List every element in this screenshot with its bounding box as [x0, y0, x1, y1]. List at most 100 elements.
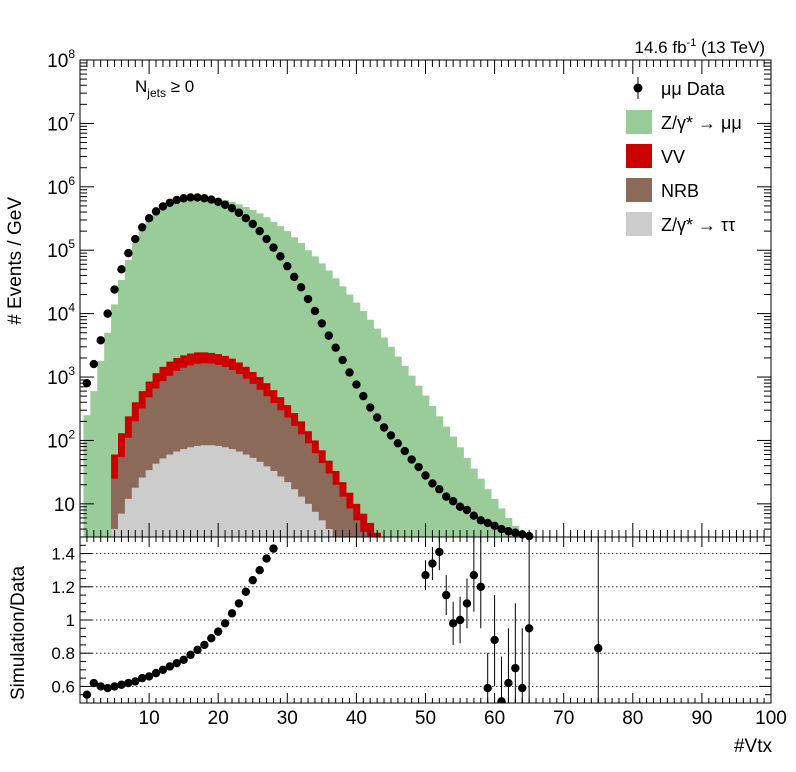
- dy-mumu-bar: [449, 436, 457, 537]
- y-tick-label-top: 106: [47, 174, 75, 199]
- dy-tautau-bar: [242, 454, 250, 537]
- ratio-point: [511, 663, 520, 673]
- dy-tautau-bar: [235, 451, 243, 537]
- dy-tautau-bar: [152, 463, 160, 537]
- legend-label: NRB: [661, 181, 699, 201]
- data-point: [96, 336, 105, 345]
- ratio-point: [117, 680, 126, 689]
- dy-mumu-bar: [422, 395, 430, 537]
- dy-mumu-bar: [124, 260, 133, 537]
- data-point: [110, 285, 119, 294]
- y-tick-label-bottom: 1.4: [51, 545, 75, 564]
- data-point: [428, 479, 437, 488]
- dy-tautau-bar: [297, 496, 305, 537]
- dy-mumu-bar: [304, 250, 312, 537]
- ratio-point: [476, 582, 485, 591]
- ratio-point: [96, 682, 105, 691]
- ratio-point: [227, 609, 237, 618]
- data-point: [117, 265, 126, 274]
- data-point: [345, 368, 354, 377]
- nrb-bar: [304, 443, 312, 537]
- nrb-bar: [276, 410, 285, 537]
- legend-label: Z/γ* → ττ: [661, 215, 735, 235]
- data-point: [269, 243, 278, 252]
- y-axis-title-top: # Events / GeV: [5, 197, 26, 325]
- dy-tautau-bar: [318, 520, 326, 537]
- data-point: [407, 455, 416, 464]
- dy-mumu-bar: [90, 391, 98, 537]
- dy-tautau-bar: [304, 503, 312, 537]
- data-point: [462, 505, 472, 515]
- dy-mumu-bar: [366, 319, 375, 537]
- ratio-point: [462, 599, 472, 608]
- y-tick-label-top: 108: [47, 47, 75, 72]
- nrb-bar: [111, 478, 119, 537]
- dy-mumu-bar: [276, 226, 285, 537]
- dy-tautau-bar: [187, 447, 195, 537]
- data-point: [372, 413, 382, 422]
- dy-mumu-bar: [111, 304, 119, 537]
- data-point: [393, 439, 403, 448]
- ratio-point: [504, 678, 513, 688]
- ratio-point: [137, 673, 147, 683]
- dy-mumu-bar: [498, 508, 506, 537]
- dy-mumu-bar: [415, 385, 423, 537]
- dy-tautau-bar: [200, 445, 209, 537]
- y-tick-label-bottom: 1: [66, 611, 75, 630]
- dy-mumu-bar: [346, 294, 354, 537]
- axis-ticks: 10 20 30 40 50 60 70 80 90 1001010210310410510610…: [47, 47, 787, 729]
- dy-tautau-bar: [228, 449, 236, 537]
- nrb-bar: [138, 408, 147, 537]
- y-tick-label-top: 107: [47, 110, 75, 135]
- dy-mumu-bar: [339, 286, 347, 537]
- data-point: [214, 197, 223, 207]
- dy-tautau-bar: [249, 457, 257, 537]
- dy-tautau-bar: [138, 477, 147, 537]
- nrb-bar: [318, 463, 326, 537]
- data-point: [103, 309, 112, 318]
- nrb-bar: [290, 425, 299, 537]
- ratio-point: [497, 697, 506, 703]
- dy-tautau-bar: [159, 458, 167, 537]
- y-tick-label-top: 102: [47, 427, 75, 452]
- ratio-point: [524, 624, 534, 633]
- data-point: [352, 380, 361, 389]
- dy-mumu-bar: [263, 217, 271, 537]
- dy-mumu-bar: [428, 405, 437, 537]
- data-point: [400, 446, 409, 456]
- dy-mumu-bar: [456, 447, 464, 537]
- data-point: [518, 530, 527, 539]
- nrb-bar: [325, 473, 333, 537]
- data-point: [172, 195, 181, 205]
- ratio-point: [241, 587, 251, 596]
- ratio-point: [428, 559, 437, 568]
- nrb-bar: [311, 453, 319, 537]
- dy-mumu-bar: [484, 489, 492, 537]
- legend-swatch: [626, 212, 652, 236]
- x-tick-label: 10: [139, 708, 160, 729]
- nrb-bar: [131, 421, 140, 537]
- ratio-point: [103, 683, 112, 693]
- ratio-point: [594, 644, 603, 653]
- legend-label: Z/γ* → μμ: [661, 113, 742, 133]
- data-point: [324, 331, 333, 340]
- data-point: [200, 194, 209, 203]
- legend-swatch: [626, 178, 652, 202]
- ratio-point: [490, 635, 499, 645]
- ratio-point: [110, 682, 119, 691]
- dy-tautau-bar: [221, 447, 229, 537]
- dy-mumu-bar: [470, 468, 478, 537]
- data-point: [338, 355, 347, 365]
- dy-mumu-bar: [283, 231, 292, 537]
- ratio-point: [455, 615, 465, 625]
- dy-mumu-bar: [442, 426, 451, 537]
- data-point: [207, 195, 216, 204]
- dy-tautau-bar: [214, 445, 223, 537]
- data-point: [421, 471, 430, 480]
- nrb-bar: [124, 437, 133, 537]
- ratio-point: [82, 690, 92, 699]
- ratio-point: [172, 658, 181, 668]
- dy-mumu-bar: [131, 242, 140, 537]
- dy-tautau-bar: [118, 513, 126, 537]
- nrb-bar: [297, 434, 305, 537]
